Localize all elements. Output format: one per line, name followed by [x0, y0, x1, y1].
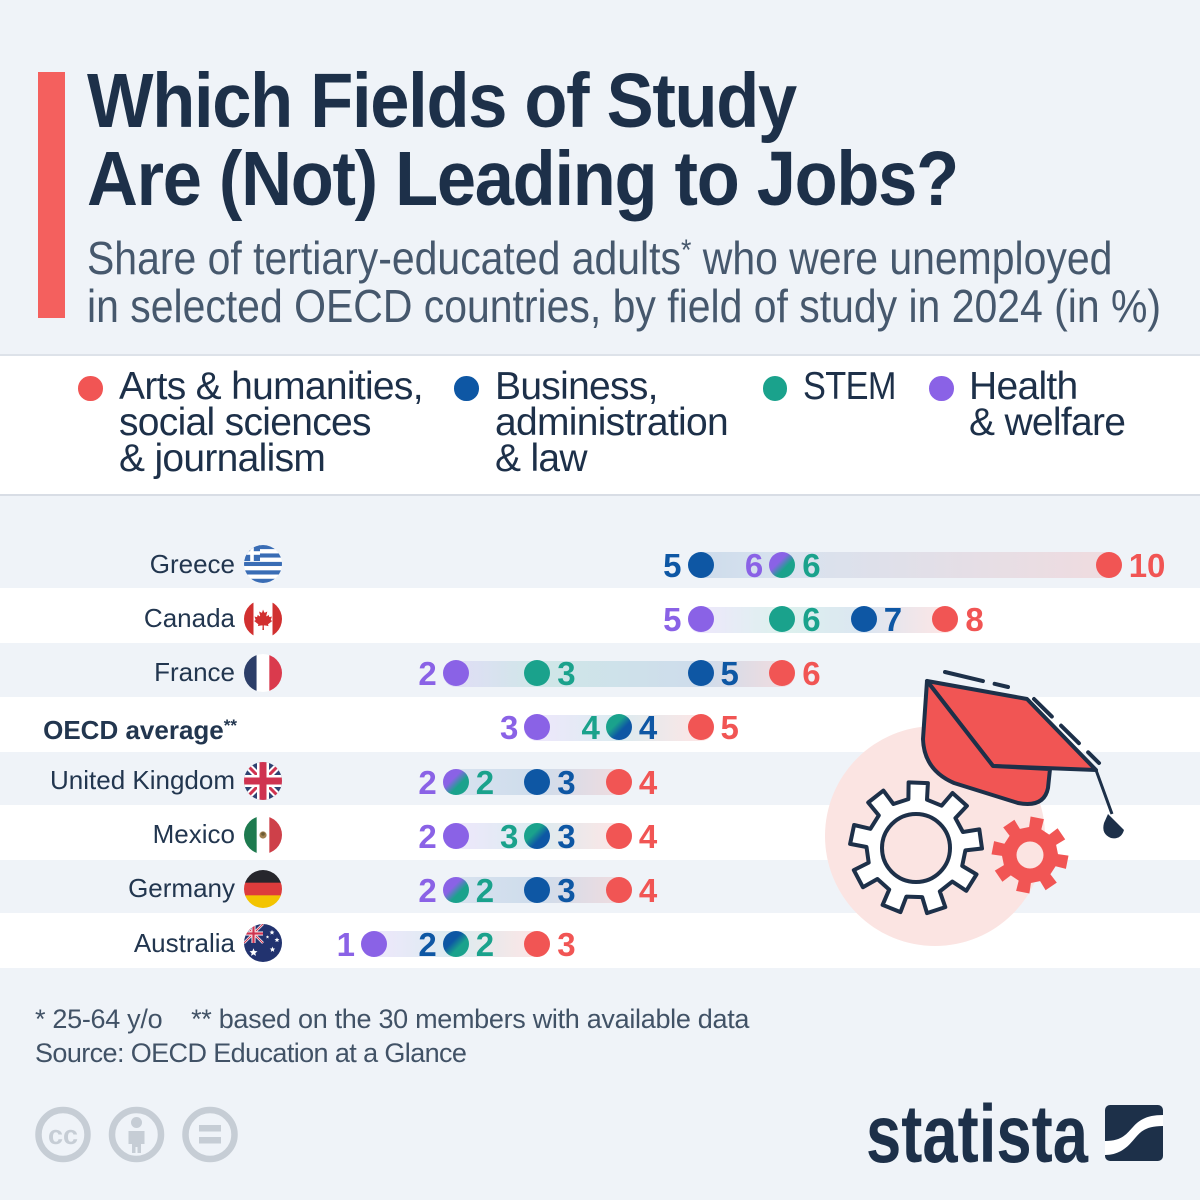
svg-text:cc: cc: [48, 1120, 78, 1150]
svg-text:statista: statista: [866, 1096, 1089, 1176]
